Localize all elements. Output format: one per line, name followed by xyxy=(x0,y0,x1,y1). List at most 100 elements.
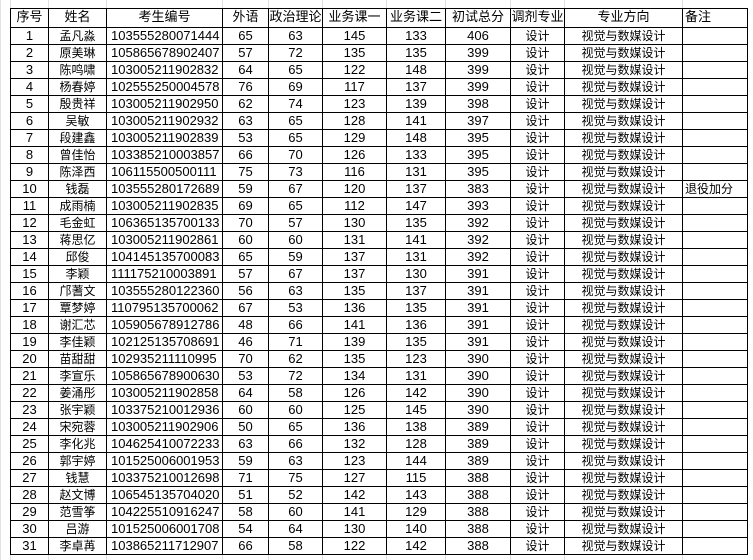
cell-index[interactable]: 17 xyxy=(10,299,49,317)
cell-politics[interactable]: 60 xyxy=(268,231,323,249)
cell-name[interactable]: 杨春婷 xyxy=(48,78,107,96)
cell-foreign-language[interactable]: 57 xyxy=(222,265,269,283)
cell-course-2[interactable]: 139 xyxy=(386,95,446,113)
cell-adjusted-major[interactable]: 设计 xyxy=(510,27,565,45)
cell-course-1[interactable]: 131 xyxy=(322,231,387,249)
cell-total[interactable]: 399 xyxy=(445,78,511,96)
cell-index[interactable]: 15 xyxy=(10,265,49,283)
cell-exam-id[interactable]: 101525006001708 xyxy=(106,520,223,538)
cell-name[interactable]: 赵文博 xyxy=(48,486,107,504)
cell-adjusted-major[interactable]: 设计 xyxy=(510,214,565,232)
cell-exam-id[interactable]: 103005211902906 xyxy=(106,418,223,436)
cell-course-2[interactable]: 129 xyxy=(386,503,446,521)
cell-course-2[interactable]: 128 xyxy=(386,435,446,453)
cell-course-2[interactable]: 147 xyxy=(386,197,446,215)
cell-name[interactable]: 谢汇芯 xyxy=(48,316,107,334)
cell-direction[interactable]: 视觉与数媒设计 xyxy=(564,486,683,504)
cell-course-1[interactable]: 122 xyxy=(322,537,387,555)
header-total[interactable]: 初试总分 xyxy=(445,8,511,28)
header-name[interactable]: 姓名 xyxy=(48,8,107,28)
cell-course-2[interactable]: 115 xyxy=(386,469,446,487)
cell-total[interactable]: 388 xyxy=(445,503,511,521)
cell-foreign-language[interactable]: 63 xyxy=(222,435,269,453)
cell-course-1[interactable]: 127 xyxy=(322,469,387,487)
cell-adjusted-major[interactable]: 设计 xyxy=(510,418,565,436)
cell-total[interactable]: 395 xyxy=(445,129,511,147)
cell-remarks[interactable] xyxy=(682,384,748,402)
cell-direction[interactable]: 视觉与数媒设计 xyxy=(564,452,683,470)
cell-politics[interactable]: 65 xyxy=(268,418,323,436)
cell-exam-id[interactable]: 103005211902858 xyxy=(106,384,223,402)
cell-name[interactable]: 李宣乐 xyxy=(48,367,107,385)
cell-index[interactable]: 13 xyxy=(10,231,49,249)
cell-name[interactable]: 殷贵祥 xyxy=(48,95,107,113)
cell-foreign-language[interactable]: 51 xyxy=(222,486,269,504)
cell-course-2[interactable]: 131 xyxy=(386,248,446,266)
cell-index[interactable]: 4 xyxy=(10,78,49,96)
cell-exam-id[interactable]: 102125135708691 xyxy=(106,333,223,351)
cell-remarks[interactable] xyxy=(682,146,748,164)
cell-name[interactable]: 覃梦婷 xyxy=(48,299,107,317)
cell-total[interactable]: 388 xyxy=(445,486,511,504)
header-course-1[interactable]: 业务课一 xyxy=(322,8,387,28)
cell-total[interactable]: 390 xyxy=(445,350,511,368)
cell-direction[interactable]: 视觉与数媒设计 xyxy=(564,27,683,45)
cell-total[interactable]: 406 xyxy=(445,27,511,45)
cell-foreign-language[interactable]: 75 xyxy=(222,163,269,181)
cell-exam-id[interactable]: 106115500500111 xyxy=(106,163,223,181)
cell-foreign-language[interactable]: 65 xyxy=(222,248,269,266)
cell-foreign-language[interactable]: 76 xyxy=(222,78,269,96)
cell-foreign-language[interactable]: 63 xyxy=(222,112,269,130)
cell-foreign-language[interactable]: 60 xyxy=(222,231,269,249)
cell-course-1[interactable]: 120 xyxy=(322,180,387,198)
cell-name[interactable]: 姜涌彤 xyxy=(48,384,107,402)
cell-course-1[interactable]: 130 xyxy=(322,214,387,232)
cell-course-1[interactable]: 142 xyxy=(322,486,387,504)
cell-foreign-language[interactable]: 58 xyxy=(222,503,269,521)
cell-index[interactable]: 25 xyxy=(10,435,49,453)
cell-total[interactable]: 389 xyxy=(445,418,511,436)
cell-adjusted-major[interactable]: 设计 xyxy=(510,163,565,181)
cell-name[interactable]: 郭宇婷 xyxy=(48,452,107,470)
cell-politics[interactable]: 52 xyxy=(268,486,323,504)
cell-total[interactable]: 390 xyxy=(445,384,511,402)
cell-exam-id[interactable]: 106365135700133 xyxy=(106,214,223,232)
cell-index[interactable]: 14 xyxy=(10,248,49,266)
cell-exam-id[interactable]: 102935211110995 xyxy=(106,350,223,368)
cell-politics[interactable]: 67 xyxy=(268,265,323,283)
cell-course-2[interactable]: 142 xyxy=(386,384,446,402)
cell-course-1[interactable]: 126 xyxy=(322,384,387,402)
cell-course-1[interactable]: 123 xyxy=(322,95,387,113)
cell-course-1[interactable]: 145 xyxy=(322,27,387,45)
cell-course-2[interactable]: 145 xyxy=(386,401,446,419)
header-politics[interactable]: 政治理论 xyxy=(268,8,323,28)
header-index[interactable]: 序号 xyxy=(10,8,49,28)
cell-course-1[interactable]: 136 xyxy=(322,299,387,317)
cell-adjusted-major[interactable]: 设计 xyxy=(510,44,565,62)
cell-index[interactable]: 7 xyxy=(10,129,49,147)
cell-index[interactable]: 30 xyxy=(10,520,49,538)
cell-total[interactable]: 388 xyxy=(445,469,511,487)
cell-course-2[interactable]: 133 xyxy=(386,27,446,45)
cell-exam-id[interactable]: 103005211902932 xyxy=(106,112,223,130)
cell-exam-id[interactable]: 111175210003891 xyxy=(106,265,223,283)
cell-name[interactable]: 原美琳 xyxy=(48,44,107,62)
cell-remarks[interactable] xyxy=(682,503,748,521)
cell-direction[interactable]: 视觉与数媒设计 xyxy=(564,231,683,249)
cell-course-2[interactable]: 138 xyxy=(386,418,446,436)
cell-foreign-language[interactable]: 46 xyxy=(222,333,269,351)
cell-exam-id[interactable]: 101525006001953 xyxy=(106,452,223,470)
cell-index[interactable]: 6 xyxy=(10,112,49,130)
cell-course-2[interactable]: 135 xyxy=(386,299,446,317)
cell-course-1[interactable]: 135 xyxy=(322,282,387,300)
cell-course-2[interactable]: 135 xyxy=(386,44,446,62)
cell-adjusted-major[interactable]: 设计 xyxy=(510,248,565,266)
cell-course-1[interactable]: 125 xyxy=(322,401,387,419)
cell-exam-id[interactable]: 103555280071444 xyxy=(106,27,223,45)
cell-remarks[interactable] xyxy=(682,418,748,436)
cell-politics[interactable]: 58 xyxy=(268,537,323,555)
cell-course-1[interactable]: 130 xyxy=(322,520,387,538)
cell-name[interactable]: 孟凡淼 xyxy=(48,27,107,45)
cell-total[interactable]: 393 xyxy=(445,197,511,215)
cell-remarks[interactable] xyxy=(682,486,748,504)
